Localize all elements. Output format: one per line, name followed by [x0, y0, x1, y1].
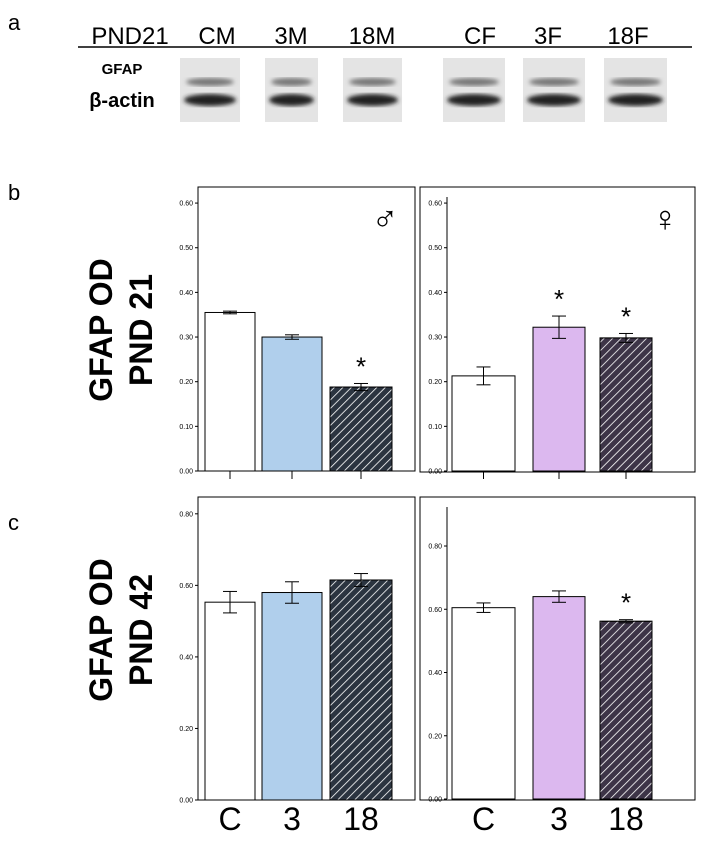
- actin-band: [527, 94, 581, 106]
- y-tick-label: 0.50: [179, 245, 193, 252]
- actin-band: [608, 94, 663, 106]
- significance-star: *: [554, 284, 564, 314]
- y-tick-label: 0.00: [428, 797, 442, 804]
- blot-lane: [443, 58, 505, 122]
- y-tick-label: 0.00: [428, 469, 442, 476]
- x-tick-label: 3: [283, 801, 301, 837]
- y-tick-label: 0.40: [179, 654, 193, 661]
- sex-symbol: ♂: [372, 198, 399, 239]
- blot-header: CF: [464, 23, 496, 50]
- blot-lane: [180, 58, 240, 122]
- blot-header: 18F: [607, 23, 648, 50]
- y-tick-label: 0.40: [428, 670, 442, 677]
- bar: [261, 336, 323, 472]
- blot-lane: [265, 58, 318, 122]
- y-tick-label: 0.20: [428, 379, 442, 386]
- blot-header: 18M: [349, 23, 396, 50]
- bar-hatch: [599, 620, 653, 800]
- y-tick-label: 0.20: [428, 733, 442, 740]
- sex-symbol: ♀: [652, 198, 679, 239]
- actin-band: [447, 94, 501, 106]
- blot-header: CM: [198, 23, 235, 50]
- y-axis-label: PND 42: [123, 574, 159, 686]
- blot-lane: [604, 58, 667, 122]
- y-tick-label: 0.00: [179, 469, 193, 476]
- significance-star: *: [356, 351, 366, 381]
- gfap-band: [349, 78, 396, 86]
- y-tick-label: 0.20: [179, 726, 193, 733]
- x-tick-label: 3: [550, 801, 568, 837]
- y-tick-label: 0.40: [179, 290, 193, 297]
- y-tick-label: 0.50: [428, 245, 442, 252]
- bar: [204, 601, 256, 801]
- panel-letter: c: [8, 510, 19, 535]
- y-tick-label: 0.30: [428, 335, 442, 342]
- x-tick-label: C: [472, 801, 495, 837]
- y-axis-label: GFAP OD: [83, 258, 119, 401]
- bar-hatch: [329, 386, 393, 472]
- bar: [451, 607, 516, 800]
- y-tick-label: 0.30: [179, 335, 193, 342]
- blot-lane: [343, 58, 402, 122]
- bar: [532, 596, 586, 800]
- bar-hatch: [329, 579, 393, 801]
- blot-header: 3M: [274, 23, 307, 50]
- y-tick-label: 0.80: [428, 544, 442, 551]
- plot-frame: [419, 496, 696, 801]
- x-tick-label: 18: [608, 801, 644, 837]
- y-tick-label: 0.80: [179, 511, 193, 518]
- y-tick-label: 0.60: [428, 607, 442, 614]
- y-axis-label: PND 21: [123, 274, 159, 386]
- panel-letter: b: [8, 180, 20, 205]
- gfap-band: [449, 78, 499, 86]
- panel-letter: a: [8, 10, 21, 35]
- y-tick-label: 0.00: [179, 798, 193, 805]
- bar: [261, 592, 323, 801]
- bar: [204, 311, 256, 472]
- y-axis-label: GFAP OD: [83, 558, 119, 701]
- y-tick-label: 0.60: [179, 201, 193, 208]
- y-tick-label: 0.10: [428, 424, 442, 431]
- significance-star: *: [621, 588, 631, 618]
- blot-lane: [523, 58, 585, 122]
- blot-row-label: GFAP: [102, 61, 143, 78]
- bar: [451, 375, 516, 472]
- y-tick-label: 0.10: [179, 424, 193, 431]
- x-tick-label: C: [218, 801, 241, 837]
- plot-frame: [419, 186, 696, 473]
- gfap-band: [271, 78, 312, 86]
- blot-row-label: β-actin: [89, 90, 155, 112]
- significance-star: *: [621, 301, 631, 331]
- y-tick-label: 0.60: [179, 583, 193, 590]
- actin-band: [184, 94, 236, 106]
- y-tick-label: 0.40: [428, 290, 442, 297]
- y-tick-label: 0.20: [179, 379, 193, 386]
- blot-header: 3F: [534, 23, 562, 50]
- actin-band: [347, 94, 398, 106]
- x-tick-label: 18: [343, 801, 379, 837]
- y-tick-label: 0.60: [428, 201, 442, 208]
- actin-band: [269, 94, 314, 106]
- gfap-band: [610, 78, 661, 86]
- bar-hatch: [599, 337, 653, 472]
- bar: [532, 326, 586, 472]
- western-blot: [180, 58, 667, 122]
- blot-header: PND21: [91, 23, 168, 50]
- gfap-band: [186, 78, 234, 86]
- gfap-band: [529, 78, 579, 86]
